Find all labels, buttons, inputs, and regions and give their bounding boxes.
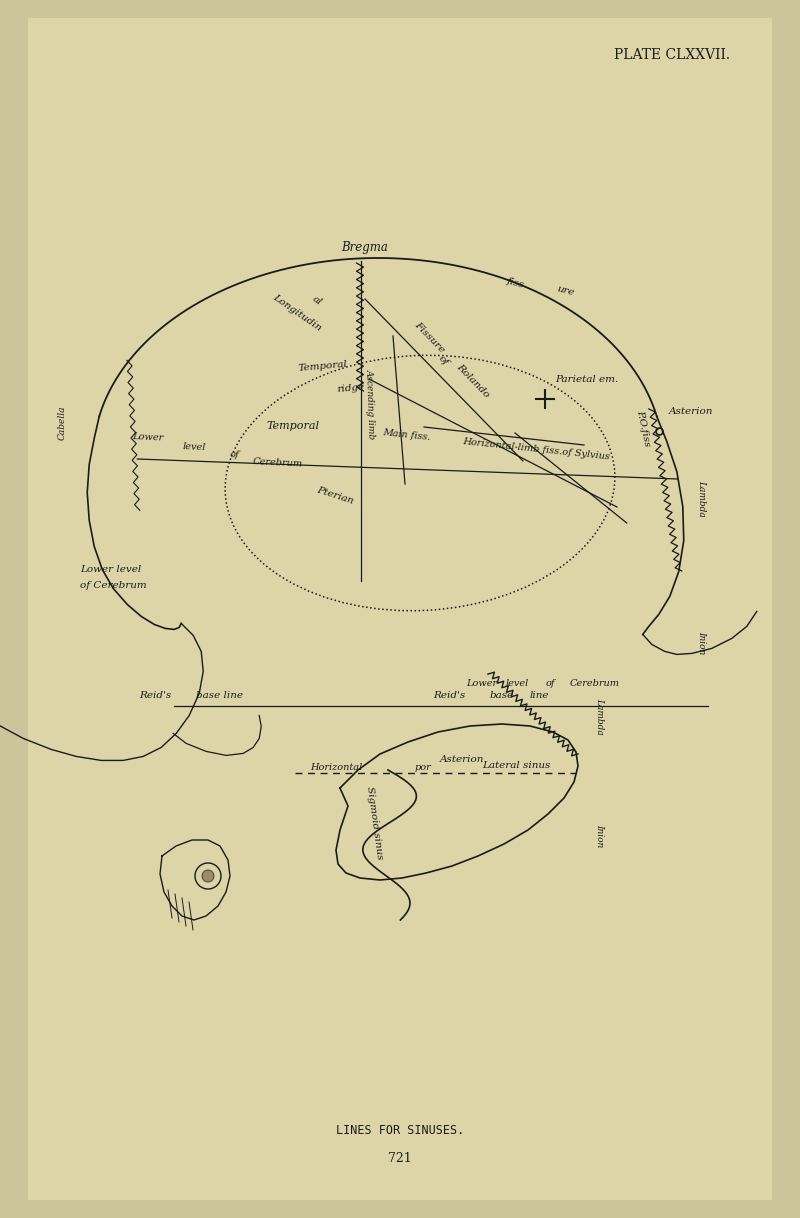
Text: level: level	[182, 442, 206, 452]
Text: of: of	[230, 451, 239, 459]
Text: Asterion: Asterion	[440, 755, 484, 765]
Text: fiss: fiss	[506, 276, 526, 290]
Text: ridge: ridge	[336, 382, 365, 393]
Text: LINES FOR SINUSES.: LINES FOR SINUSES.	[336, 1123, 464, 1136]
Text: Horizontal: Horizontal	[310, 764, 362, 772]
Text: Longitudin: Longitudin	[271, 294, 323, 333]
Text: Cabella: Cabella	[58, 406, 66, 440]
Text: Sigmoid sinus: Sigmoid sinus	[365, 786, 384, 860]
Text: Rolando: Rolando	[455, 363, 491, 400]
FancyBboxPatch shape	[28, 18, 772, 1200]
Text: of: of	[437, 354, 450, 368]
Text: Lambda: Lambda	[595, 698, 605, 734]
Text: 721: 721	[388, 1151, 412, 1164]
Text: Inion: Inion	[698, 631, 706, 654]
Text: Horizontal-limb fiss.of Sylvius: Horizontal-limb fiss.of Sylvius	[462, 437, 610, 462]
Text: Asterion: Asterion	[669, 407, 713, 415]
Text: Pterian: Pterian	[316, 486, 355, 507]
Text: base line: base line	[196, 692, 243, 700]
Text: Lower: Lower	[132, 431, 164, 442]
Text: Temporal: Temporal	[298, 359, 348, 373]
Text: Ascending limb: Ascending limb	[365, 369, 377, 440]
Text: P.O.fiss: P.O.fiss	[634, 409, 651, 447]
Text: Lateral sinus: Lateral sinus	[482, 761, 550, 771]
Text: level: level	[506, 680, 530, 688]
Text: al: al	[311, 295, 324, 307]
Text: ure: ure	[556, 284, 575, 297]
Text: por: por	[415, 764, 432, 772]
Text: Temporal: Temporal	[266, 421, 319, 431]
Text: Reid's: Reid's	[433, 692, 466, 700]
Text: Cerebrum: Cerebrum	[570, 680, 620, 688]
Text: base: base	[490, 692, 514, 700]
Text: of: of	[546, 680, 555, 688]
Text: line: line	[530, 692, 550, 700]
Text: Cerebrum: Cerebrum	[252, 457, 302, 469]
Text: PLATE CLXXVII.: PLATE CLXXVII.	[614, 48, 730, 62]
Text: of Cerebrum: of Cerebrum	[80, 581, 146, 591]
Text: Fissure: Fissure	[413, 320, 446, 354]
Text: Parietal em.: Parietal em.	[555, 374, 618, 384]
Text: Inion: Inion	[595, 825, 605, 848]
Text: Lambda: Lambda	[698, 480, 706, 516]
Text: Reid's: Reid's	[139, 692, 171, 700]
Text: Main fiss.: Main fiss.	[382, 428, 431, 442]
Text: Lower level: Lower level	[80, 565, 142, 575]
Text: Lower: Lower	[466, 680, 497, 688]
Text: Bregma: Bregma	[342, 240, 389, 253]
Circle shape	[202, 870, 214, 882]
